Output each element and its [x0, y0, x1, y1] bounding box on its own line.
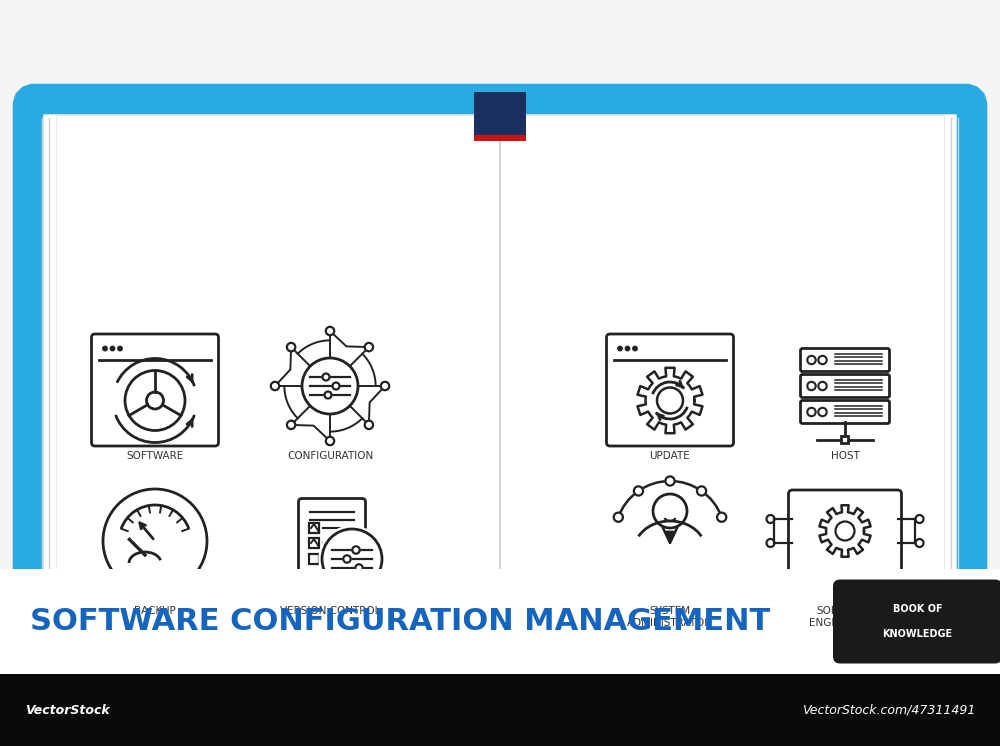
FancyBboxPatch shape: [298, 498, 365, 583]
Circle shape: [625, 346, 630, 351]
Circle shape: [365, 343, 373, 351]
Text: UPDATE: UPDATE: [650, 451, 690, 461]
Bar: [309, 538, 319, 548]
Circle shape: [287, 343, 295, 351]
Circle shape: [717, 513, 726, 521]
Bar: [0, 674, 1000, 746]
Bar: [841, 436, 848, 443]
Circle shape: [287, 421, 295, 429]
Circle shape: [381, 382, 389, 390]
Circle shape: [322, 374, 330, 380]
FancyBboxPatch shape: [800, 348, 890, 372]
Text: SOFTWARE
ENGINEERING: SOFTWARE ENGINEERING: [809, 606, 881, 627]
Circle shape: [271, 382, 279, 390]
Circle shape: [110, 346, 115, 351]
Bar: [309, 554, 319, 564]
Circle shape: [319, 526, 385, 592]
Bar: [0, 569, 1000, 674]
Circle shape: [326, 437, 334, 445]
Bar: [474, 92, 526, 135]
Bar: [474, 618, 526, 624]
Circle shape: [634, 486, 643, 495]
Circle shape: [332, 383, 340, 389]
FancyBboxPatch shape: [800, 374, 890, 398]
Circle shape: [697, 486, 706, 495]
Text: VectorStock: VectorStock: [25, 703, 110, 716]
Circle shape: [614, 513, 623, 521]
Circle shape: [324, 392, 332, 398]
Circle shape: [355, 564, 363, 571]
FancyBboxPatch shape: [800, 401, 890, 424]
Bar: [474, 618, 526, 646]
Circle shape: [118, 346, 122, 351]
Text: KNOWLEDGE: KNOWLEDGE: [882, 629, 953, 639]
Text: SOFTWARE: SOFTWARE: [126, 451, 184, 461]
Circle shape: [343, 555, 351, 562]
FancyBboxPatch shape: [833, 580, 1000, 663]
Text: SOFTWARE CONFIGURATION MANAGEMENT: SOFTWARE CONFIGURATION MANAGEMENT: [30, 607, 770, 636]
Text: BOOK OF: BOOK OF: [893, 604, 942, 614]
FancyBboxPatch shape: [56, 115, 944, 627]
FancyBboxPatch shape: [606, 334, 734, 446]
Text: VectorStock.com/47311491: VectorStock.com/47311491: [802, 703, 975, 716]
Text: HOST: HOST: [831, 451, 859, 461]
Circle shape: [352, 546, 360, 554]
Circle shape: [633, 346, 637, 351]
FancyBboxPatch shape: [28, 99, 972, 643]
Circle shape: [665, 477, 675, 486]
Text: SYSTEM
ADMINISTRATOR: SYSTEM ADMINISTRATOR: [627, 606, 713, 627]
Circle shape: [618, 346, 622, 351]
Polygon shape: [665, 531, 675, 543]
Bar: [474, 135, 526, 141]
Bar: [309, 523, 319, 533]
Text: VERSION CONTROL: VERSION CONTROL: [280, 606, 380, 616]
Text: CONFIGURATION: CONFIGURATION: [287, 451, 373, 461]
Circle shape: [365, 421, 373, 429]
Circle shape: [103, 346, 107, 351]
FancyBboxPatch shape: [788, 490, 901, 580]
Circle shape: [326, 327, 334, 335]
Text: BACKUP: BACKUP: [134, 606, 176, 616]
FancyBboxPatch shape: [92, 334, 218, 446]
